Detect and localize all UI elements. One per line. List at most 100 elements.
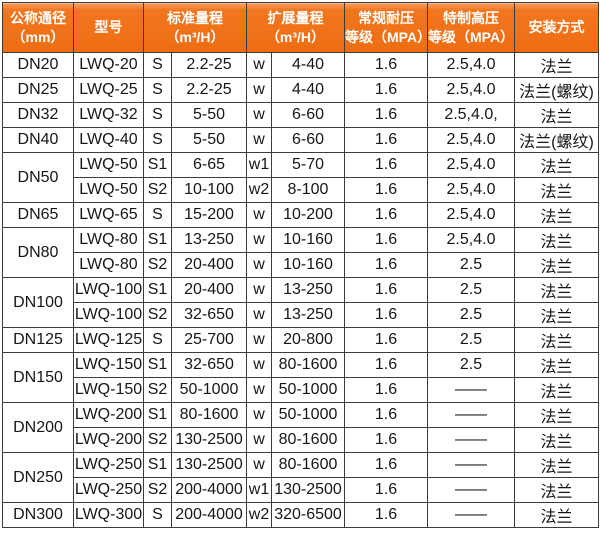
table-row: DN100 LWQ-100 S1 20-400 w 13-250 1.6 2.5 法兰 — [2, 277, 599, 328]
cell-ext-code: w1 — [246, 477, 272, 503]
cell-model: LWQ-300 — [73, 502, 144, 528]
cell-standard-range: 10-100 — [171, 177, 247, 203]
cell-standard-range: 5-50 — [171, 127, 247, 153]
cell-model: LWQ-100 — [73, 277, 144, 303]
cell-range-code: S2 — [143, 427, 172, 453]
cell-normal-pressure: 1.6 — [344, 152, 428, 178]
cell-range-code: S — [143, 502, 172, 528]
table-row: LWQ-200 S2 130-2500 w 80-1600 1.6 —— 法兰 — [3, 427, 599, 453]
cell-high-pressure: 2.5,4.0 — [427, 177, 515, 203]
cell-ext-code: w — [246, 227, 272, 253]
cell-high-pressure: 2.5,4.0 — [427, 127, 515, 153]
table-row: LWQ-50 S2 10-100 w2 8-100 1.6 2.5,4.0 法兰 — [3, 177, 599, 203]
table-row: DN200 LWQ-200 S1 80-1600 w 50-1000 1.6 —— 法兰 — [2, 402, 599, 453]
cell-normal-pressure: 1.6 — [344, 77, 428, 103]
cell-high-pressure: 2.5,4.0 — [427, 77, 515, 103]
table-row: DN300 LWQ-300 S 200-4000 w2 320-6500 1.6 —— 法兰 — [2, 502, 599, 528]
cell-normal-pressure: 1.6 — [344, 127, 428, 153]
table-row: DN25 LWQ-25 S 2.2-25 w 4-40 1.6 2.5,4.0 法兰(螺纹) — [2, 77, 599, 103]
cell-high-pressure: 2.5,4.0 — [427, 152, 515, 178]
cell-standard-range: 6-65 — [171, 152, 247, 178]
cell-range-code: S2 — [143, 302, 172, 328]
cell-model: LWQ-100 — [73, 302, 144, 328]
cell-installation: 法兰(螺纹) — [514, 77, 599, 103]
cell-range-code: S2 — [143, 177, 172, 203]
cell-model: LWQ-150 — [73, 352, 144, 378]
cell-model: LWQ-80 — [73, 227, 144, 253]
cell-installation: 法兰 — [514, 277, 599, 303]
cell-normal-pressure: 1.6 — [344, 477, 428, 503]
cell-high-pressure: —— — [427, 427, 515, 453]
cell-model: LWQ-80 — [73, 252, 144, 278]
cell-standard-range: 32-650 — [171, 352, 247, 378]
header-row: 公称通径 （mm） 型号 标准量程 （m³/H） 扩展量程 （m³/H） 常规耐… — [2, 2, 599, 53]
cell-extended-range: 10-160 — [271, 252, 345, 278]
cell-ext-code: w — [246, 427, 272, 453]
cell-standard-range: 200-4000 — [171, 477, 247, 503]
header-standard-range: 标准量程 （m³/H） — [143, 2, 247, 53]
cell-installation: 法兰 — [514, 452, 599, 478]
cell-high-pressure: —— — [427, 377, 515, 403]
cell-standard-range: 15-200 — [171, 202, 247, 228]
table-row: DN32 LWQ-32 S 5-50 w 6-60 1.6 2.5,4.0, 法兰 — [2, 102, 599, 128]
table-row: DN65 LWQ-65 S 15-200 w 10-200 1.6 2.5,4.0 法兰 — [2, 202, 599, 228]
cell-extended-range: 5-70 — [271, 152, 345, 178]
cell-high-pressure: 2.5 — [427, 327, 515, 353]
cell-normal-pressure: 1.6 — [344, 452, 428, 478]
cell-installation: 法兰 — [514, 302, 599, 328]
cell-normal-pressure: 1.6 — [344, 252, 428, 278]
cell-installation: 法兰(螺纹) — [514, 127, 599, 153]
header-normal-pressure-rating: 常规耐压 等级（MPA） — [344, 2, 428, 53]
cell-installation: 法兰 — [514, 252, 599, 278]
table-row: LWQ-100 S2 32-650 w 13-250 1.6 2.5 法兰 — [3, 302, 599, 328]
cell-high-pressure: —— — [427, 452, 515, 478]
cell-range-code: S1 — [143, 152, 172, 178]
cell-nominal-diameter: DN40 — [2, 127, 74, 153]
cell-standard-range: 130-2500 — [171, 427, 247, 453]
cell-ext-code: w — [246, 202, 272, 228]
cell-installation: 法兰 — [514, 177, 599, 203]
cell-model: LWQ-20 — [73, 52, 144, 78]
cell-standard-range: 20-400 — [171, 252, 247, 278]
cell-nominal-diameter: DN50 — [2, 152, 74, 203]
header-model: 型号 — [73, 2, 144, 53]
cell-model: LWQ-50 — [73, 177, 144, 203]
cell-standard-range: 80-1600 — [171, 402, 247, 428]
cell-ext-code: w — [246, 102, 272, 128]
cell-extended-range: 80-1600 — [271, 452, 345, 478]
table-row: DN50 LWQ-50 S1 6-65 w1 5-70 1.6 2.5,4.0 法兰 — [2, 152, 599, 203]
cell-nominal-diameter: DN200 — [2, 402, 74, 453]
cell-ext-code: w — [246, 377, 272, 403]
cell-ext-code: w1 — [246, 152, 272, 178]
table-row: LWQ-150 S2 50-1000 w 50-1000 1.6 —— 法兰 — [3, 377, 599, 403]
table-body: DN20 LWQ-20 S 2.2-25 w 4-40 1.6 2.5,4.0 法兰 DN25 LW… — [2, 52, 599, 528]
cell-standard-range: 13-250 — [171, 227, 247, 253]
table-row: DN20 LWQ-20 S 2.2-25 w 4-40 1.6 2.5,4.0 法兰 — [2, 52, 599, 78]
table-row: DN125 LWQ-125 S 25-700 w 20-800 1.6 2.5 法兰 — [2, 327, 599, 353]
cell-extended-range: 6-60 — [271, 127, 345, 153]
cell-nominal-diameter: DN100 — [2, 277, 74, 328]
table-row: LWQ-80 S2 20-400 w 10-160 1.6 2.5 法兰 — [3, 252, 599, 278]
cell-standard-range: 2.2-25 — [171, 77, 247, 103]
cell-normal-pressure: 1.6 — [344, 302, 428, 328]
cell-installation: 法兰 — [514, 327, 599, 353]
cell-installation: 法兰 — [514, 202, 599, 228]
cell-ext-code: w — [246, 352, 272, 378]
cell-range-code: S1 — [143, 277, 172, 303]
cell-extended-range: 130-2500 — [271, 477, 345, 503]
cell-high-pressure: 2.5,4.0 — [427, 227, 515, 253]
cell-standard-range: 25-700 — [171, 327, 247, 353]
cell-model: LWQ-200 — [73, 402, 144, 428]
cell-model: LWQ-200 — [73, 427, 144, 453]
cell-normal-pressure: 1.6 — [344, 427, 428, 453]
cell-range-code: S — [143, 52, 172, 78]
cell-model: LWQ-65 — [73, 202, 144, 228]
cell-nominal-diameter: DN80 — [2, 227, 74, 278]
cell-ext-code: w — [246, 127, 272, 153]
cell-nominal-diameter: DN250 — [2, 452, 74, 503]
header-installation-method: 安装方式 — [514, 2, 599, 53]
cell-extended-range: 6-60 — [271, 102, 345, 128]
cell-standard-range: 130-2500 — [171, 452, 247, 478]
cell-normal-pressure: 1.6 — [344, 502, 428, 528]
